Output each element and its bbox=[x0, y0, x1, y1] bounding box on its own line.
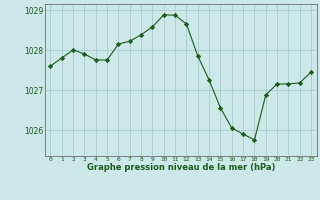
X-axis label: Graphe pression niveau de la mer (hPa): Graphe pression niveau de la mer (hPa) bbox=[87, 164, 275, 172]
